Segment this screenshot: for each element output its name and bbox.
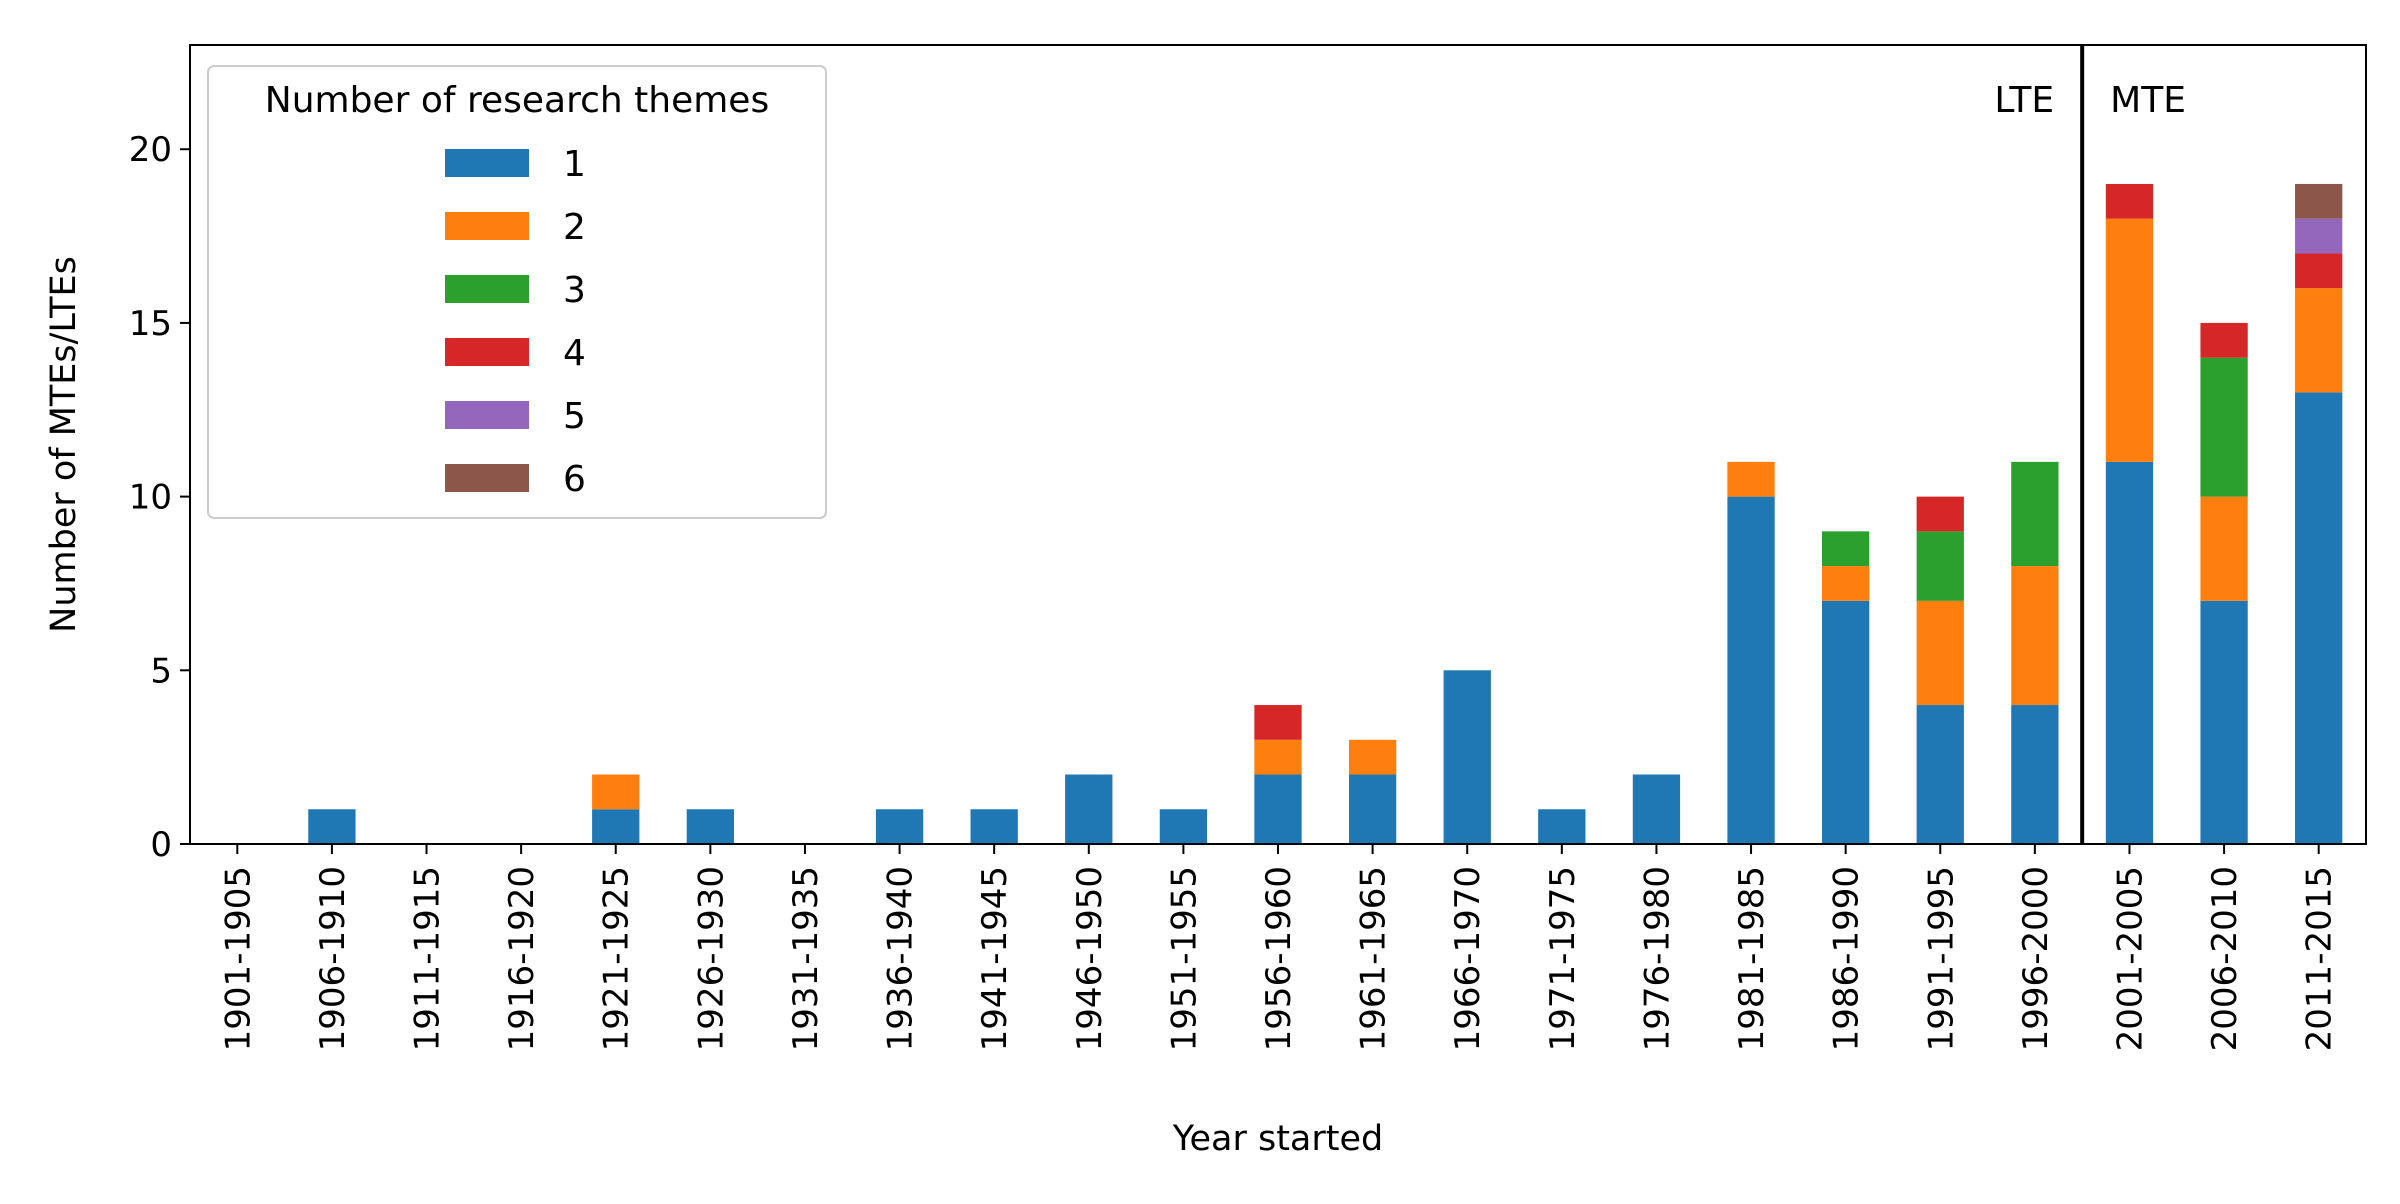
bar-segment-1961-1965-series-2 bbox=[1348, 739, 1397, 775]
legend-swatch-6 bbox=[445, 464, 529, 492]
x-tick-label-2001-2005: 2001-2005 bbox=[2110, 866, 2150, 1051]
x-tick-label-1931-1935: 1931-1935 bbox=[786, 866, 826, 1051]
bar-segment-2001-2005-series-4 bbox=[2105, 183, 2154, 219]
bar-segment-2011-2015-series-4 bbox=[2295, 253, 2343, 289]
legend-swatch-4 bbox=[445, 338, 529, 366]
y-tick-label-20: 20 bbox=[129, 130, 172, 170]
bar-segment-2011-2015-series-6 bbox=[2295, 183, 2343, 219]
bar-segment-1981-1985-series-1 bbox=[1727, 496, 1775, 844]
y-tick-label-5: 5 bbox=[150, 651, 172, 691]
bar-segment-2006-2010-series-1 bbox=[2200, 600, 2248, 844]
bar-segment-1956-1960-series-1 bbox=[1254, 774, 1302, 844]
bar-segment-1951-1955-series-1 bbox=[1159, 809, 1208, 844]
bar-segment-1956-1960-series-2 bbox=[1254, 739, 1302, 775]
bar-segment-1991-1995-series-1 bbox=[1916, 705, 1964, 844]
x-tick-label-1956-1960: 1956-1960 bbox=[1259, 866, 1299, 1051]
y-tick-label-15: 15 bbox=[129, 304, 172, 344]
x-tick-label-1991-1995: 1991-1995 bbox=[1921, 866, 1961, 1051]
x-tick-label-1961-1965: 1961-1965 bbox=[1354, 866, 1394, 1051]
legend: Number of research themes 1 2 3 4 5 6 bbox=[207, 65, 827, 519]
legend-label-4: 4 bbox=[563, 333, 586, 374]
x-tick-label-1926-1930: 1926-1930 bbox=[691, 866, 731, 1051]
legend-swatch-2 bbox=[445, 212, 529, 240]
legend-swatch-1 bbox=[445, 149, 529, 177]
x-tick-label-2006-2010: 2006-2010 bbox=[2205, 866, 2245, 1051]
legend-title: Number of research themes bbox=[265, 80, 769, 121]
bar-segment-2001-2005-series-1 bbox=[2105, 461, 2154, 844]
x-tick-label-1946-1950: 1946-1950 bbox=[1070, 866, 1110, 1051]
bar-segment-1996-2000-series-2 bbox=[2011, 566, 2059, 706]
x-tick-label-1976-1980: 1976-1980 bbox=[1637, 866, 1677, 1051]
x-tick-label-1966-1970: 1966-1970 bbox=[1448, 866, 1488, 1051]
y-tick-label-0: 0 bbox=[150, 825, 172, 865]
bar-segment-1991-1995-series-4 bbox=[1916, 496, 1964, 532]
bar-segment-1996-2000-series-1 bbox=[2011, 705, 2059, 844]
bar-segment-1986-1990-series-1 bbox=[1822, 600, 1870, 844]
bar-segment-1936-1940-series-1 bbox=[875, 809, 924, 844]
bar-segment-2006-2010-series-2 bbox=[2200, 496, 2248, 601]
x-tick-label-1996-2000: 1996-2000 bbox=[2016, 866, 2056, 1051]
bar-segment-1981-1985-series-2 bbox=[1727, 461, 1775, 497]
x-tick-label-1936-1940: 1936-1940 bbox=[881, 866, 921, 1051]
x-axis-label: Year started bbox=[1172, 1119, 1384, 1159]
x-tick-label-2011-2015: 2011-2015 bbox=[2300, 866, 2340, 1051]
bar-segment-1991-1995-series-2 bbox=[1916, 600, 1964, 706]
x-tick-label-1951-1955: 1951-1955 bbox=[1164, 866, 1204, 1051]
bar-segment-2011-2015-series-2 bbox=[2295, 288, 2343, 393]
bar-segment-1991-1995-series-3 bbox=[1916, 531, 1964, 601]
bar-segment-2001-2005-series-2 bbox=[2105, 218, 2154, 462]
legend-swatch-3 bbox=[445, 275, 529, 303]
x-tick-label-1941-1945: 1941-1945 bbox=[975, 866, 1015, 1051]
y-axis-label: Number of MTEs/LTEs bbox=[44, 256, 84, 633]
x-tick-label-1971-1975: 1971-1975 bbox=[1543, 866, 1583, 1051]
bar-segment-1926-1930-series-1 bbox=[686, 809, 734, 844]
legend-swatch-5 bbox=[445, 401, 529, 429]
lte-annotation: LTE bbox=[1994, 80, 2054, 121]
bar-segment-1946-1950-series-1 bbox=[1065, 774, 1113, 844]
bar-segment-1986-1990-series-3 bbox=[1822, 531, 1870, 567]
x-tick-label-1916-1920: 1916-1920 bbox=[502, 866, 542, 1051]
bar-segment-2011-2015-series-5 bbox=[2295, 218, 2343, 254]
mte-annotation: MTE bbox=[2110, 80, 2186, 121]
bars-layer bbox=[308, 183, 2343, 844]
legend-label-2: 2 bbox=[563, 207, 586, 248]
bar-segment-2006-2010-series-4 bbox=[2200, 322, 2248, 358]
x-tick-label-1906-1910: 1906-1910 bbox=[313, 866, 353, 1051]
bar-segment-1976-1980-series-1 bbox=[1632, 774, 1681, 844]
legend-label-5: 5 bbox=[563, 396, 586, 437]
bar-segment-1906-1910-series-1 bbox=[308, 809, 356, 844]
bar-segment-2011-2015-series-1 bbox=[2295, 392, 2343, 844]
bar-segment-2006-2010-series-3 bbox=[2200, 357, 2248, 497]
bar-segment-1996-2000-series-3 bbox=[2011, 461, 2059, 567]
bar-segment-1971-1975-series-1 bbox=[1538, 809, 1586, 844]
bar-segment-1961-1965-series-1 bbox=[1348, 774, 1397, 844]
bar-segment-1921-1925-series-2 bbox=[592, 774, 640, 810]
x-tick-label-1986-1990: 1986-1990 bbox=[1827, 866, 1867, 1051]
x-tick-label-1911-1915: 1911-1915 bbox=[408, 866, 448, 1051]
x-tick-label-1921-1925: 1921-1925 bbox=[597, 866, 637, 1051]
legend-label-3: 3 bbox=[563, 270, 586, 311]
bar-segment-1966-1970-series-1 bbox=[1443, 670, 1491, 844]
y-tick-label-10: 10 bbox=[129, 478, 172, 518]
bar-segment-1956-1960-series-4 bbox=[1254, 705, 1302, 740]
legend-label-1: 1 bbox=[563, 144, 586, 185]
legend-label-6: 6 bbox=[563, 459, 586, 500]
x-tick-label-1981-1985: 1981-1985 bbox=[1732, 866, 1772, 1051]
x-tick-label-1901-1905: 1901-1905 bbox=[218, 866, 258, 1051]
bar-segment-1986-1990-series-2 bbox=[1822, 566, 1870, 601]
bar-segment-1941-1945-series-1 bbox=[970, 809, 1018, 844]
bar-segment-1921-1925-series-1 bbox=[592, 809, 640, 844]
